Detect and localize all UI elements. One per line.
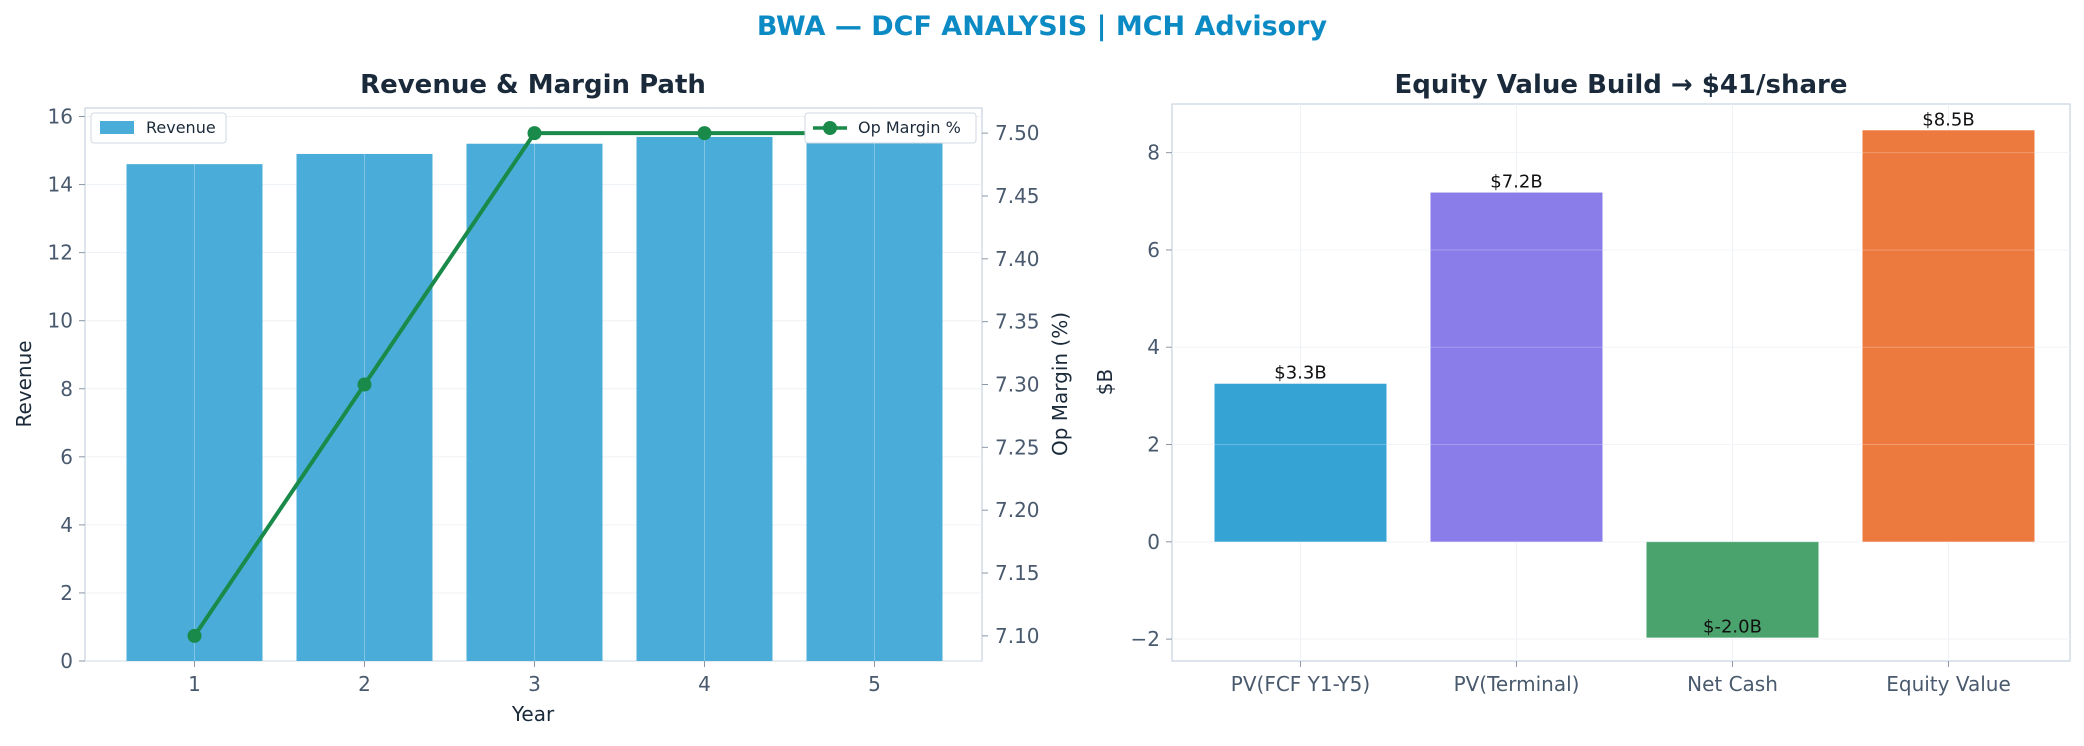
legend-label: Revenue (146, 118, 216, 137)
data-label: $3.3B (1274, 363, 1326, 384)
y-tick-label: 0 (1147, 530, 1160, 554)
y2-tick-label: 7.10 (995, 624, 1040, 648)
y2-tick-label: 7.20 (995, 498, 1040, 522)
legend-op-margin: Op Margin % (804, 112, 977, 144)
y-tick-label: 6 (1147, 238, 1160, 262)
revenue-bar (806, 133, 943, 661)
x-tick-label: Net Cash (1687, 672, 1778, 696)
legend-label: Op Margin % (858, 118, 961, 137)
data-label: $-2.0B (1703, 617, 1762, 638)
y-tick-label: −2 (1131, 627, 1160, 651)
y2-tick-label: 7.35 (995, 310, 1040, 334)
y-tick-label: 8 (1147, 141, 1160, 165)
y-tick-label: 2 (60, 581, 73, 605)
legend-revenue: Revenue (90, 112, 227, 144)
x-tick-label: Equity Value (1886, 672, 2011, 696)
revenue-margin-chart: Revenue & Margin Path 02468101214167.107… (12, 70, 1072, 726)
op-margin-point (697, 126, 712, 141)
data-label: $8.5B (1922, 109, 1974, 130)
y-tick-label: 16 (48, 105, 73, 129)
x-tick-label: 2 (358, 672, 371, 696)
y-axis-label: $B (1093, 369, 1117, 395)
y-tick-label: 0 (60, 649, 73, 673)
x-tick-label: 4 (698, 672, 711, 696)
equity-build-bar (1430, 192, 1603, 542)
plot-area (1171, 103, 2071, 662)
x-tick-label: 5 (868, 672, 881, 696)
y-tick-label: 4 (60, 513, 73, 537)
legend-swatch (100, 121, 134, 134)
chart-title: Revenue & Margin Path (360, 70, 706, 100)
y-tick-label: 4 (1147, 335, 1160, 359)
y2-axis-label: Op Margin (%) (1048, 312, 1072, 456)
x-tick-label: 3 (528, 672, 541, 696)
y-axis-label: Revenue (12, 340, 36, 427)
equity-value-build-chart: Equity Value Build → $41/share $3.3B $7.2… (1093, 70, 2071, 696)
equity-build-bar (1646, 541, 1819, 638)
revenue-bar (126, 164, 263, 662)
y2-tick-label: 7.50 (995, 121, 1040, 145)
op-margin-point (357, 377, 372, 392)
revenue-bar (296, 153, 433, 662)
y2-tick-label: 7.25 (995, 435, 1040, 459)
equity-build-bar (1214, 383, 1387, 542)
y-tick-label: 12 (48, 241, 73, 265)
figure-title: BWA — DCF ANALYSIS | MCH Advisory (757, 11, 1328, 42)
equity-build-bar (1862, 130, 2035, 542)
x-tick-label: 1 (188, 672, 201, 696)
chart-title: Equity Value Build → $41/share (1395, 70, 1848, 100)
y-tick-label: 2 (1147, 433, 1160, 457)
x-tick-label: PV(FCF Y1-Y5) (1231, 672, 1370, 696)
y2-tick-label: 7.30 (995, 373, 1040, 397)
revenue-bar (636, 136, 773, 661)
legend-marker (823, 121, 837, 135)
data-label: $7.2B (1490, 172, 1542, 193)
y-tick-label: 10 (48, 309, 73, 333)
y-tick-label: 6 (60, 445, 73, 469)
op-margin-point (527, 126, 542, 141)
x-tick-label: PV(Terminal) (1454, 672, 1580, 696)
revenue-bar (466, 143, 603, 662)
y2-tick-label: 7.45 (995, 184, 1040, 208)
op-margin-point (187, 628, 202, 643)
y2-tick-label: 7.40 (995, 247, 1040, 271)
y2-tick-label: 7.15 (995, 561, 1040, 585)
x-axis-label: Year (511, 702, 555, 726)
y-tick-label: 14 (48, 173, 73, 197)
y-tick-label: 8 (60, 377, 73, 401)
